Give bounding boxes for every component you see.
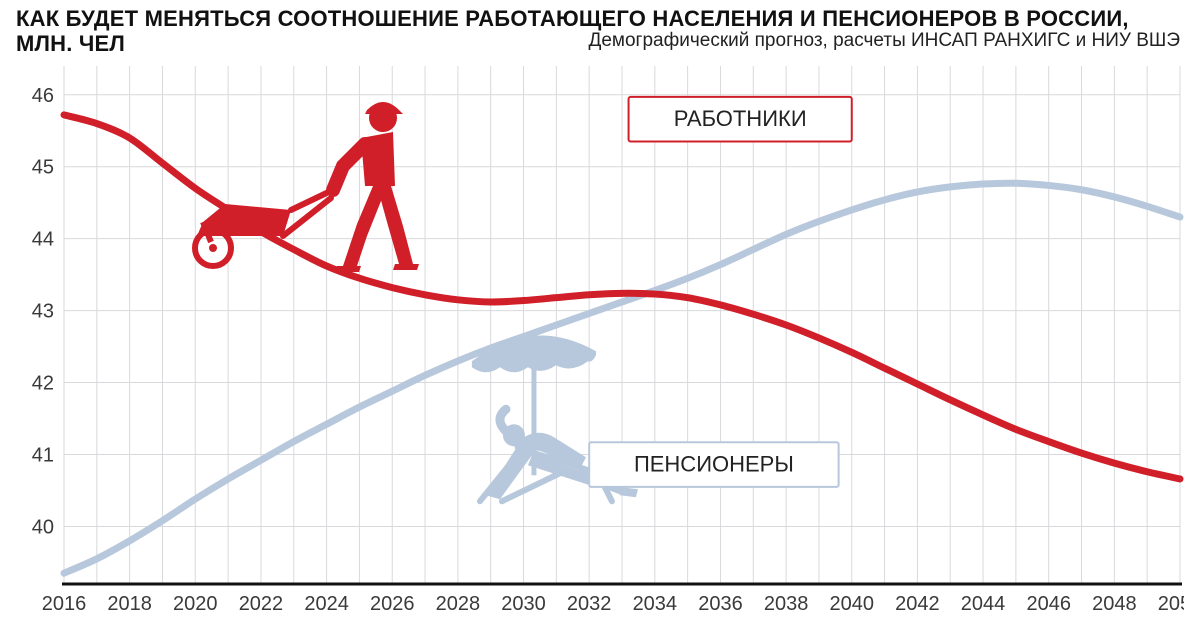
svg-text:2016: 2016	[42, 593, 87, 615]
pensioners-label-text: ПЕНСИОНЕРЫ	[634, 451, 794, 476]
svg-text:2032: 2032	[567, 593, 612, 615]
svg-text:2034: 2034	[633, 593, 678, 615]
svg-text:2022: 2022	[239, 593, 284, 615]
svg-text:2018: 2018	[107, 593, 152, 615]
svg-text:2042: 2042	[895, 593, 940, 615]
svg-text:2044: 2044	[961, 593, 1006, 615]
svg-text:2050: 2050	[1158, 593, 1184, 615]
chart-title-line1: КАК БУДЕТ МЕНЯТЬСЯ СООТНОШЕНИЕ РАБОТАЮЩЕ…	[16, 6, 1184, 31]
svg-text:46: 46	[32, 85, 54, 107]
svg-text:40: 40	[32, 516, 54, 538]
svg-text:2036: 2036	[698, 593, 743, 615]
svg-text:2026: 2026	[370, 593, 415, 615]
svg-text:41: 41	[32, 445, 54, 467]
svg-text:2028: 2028	[436, 593, 481, 615]
svg-text:2020: 2020	[173, 593, 218, 615]
svg-text:2030: 2030	[501, 593, 546, 615]
workers-label-text: РАБОТНИКИ	[674, 106, 807, 131]
y-axis-ticks: 40 41 42 43 44 45 46	[32, 85, 54, 539]
line-chart: РАБОТНИКИПЕНСИОНЕРЫ 40414243444546 20162…	[16, 58, 1184, 616]
svg-text:2046: 2046	[1026, 593, 1071, 615]
svg-text:2038: 2038	[764, 593, 809, 615]
svg-text:44: 44	[32, 229, 54, 251]
svg-text:2024: 2024	[304, 593, 349, 615]
svg-text:45: 45	[32, 157, 54, 179]
svg-text:2040: 2040	[830, 593, 875, 615]
svg-text:42: 42	[32, 373, 54, 395]
x-axis-ticks: 2016 2018 2020 2022 2024 2026 2028 2030 2032 2034…	[42, 593, 1184, 615]
svg-text:2048: 2048	[1092, 593, 1137, 615]
chart-grid	[64, 66, 1180, 584]
svg-text:43: 43	[32, 301, 54, 323]
chart-subtitle: Демографический прогноз, расчеты ИНСАП Р…	[588, 30, 1180, 52]
